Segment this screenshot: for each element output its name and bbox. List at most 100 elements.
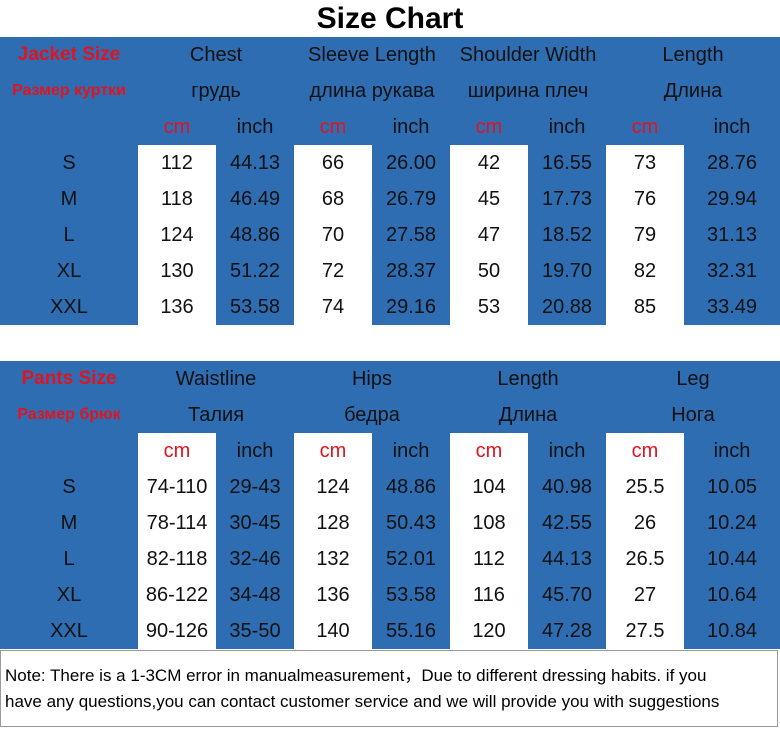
cell-value: 140 <box>316 619 350 642</box>
cm-column-bg <box>450 145 528 325</box>
cell-value: 108 <box>472 511 506 534</box>
cell-value: 10.44 <box>706 547 758 570</box>
cell-value: 74-110 <box>146 475 208 498</box>
cell-value: 68 <box>321 187 345 210</box>
group-header-ru: грудь <box>191 79 241 102</box>
cell-value: 10.05 <box>706 475 758 498</box>
unit-header: cm <box>319 115 347 138</box>
cell-value: 52.01 <box>385 547 437 570</box>
size-name: XL <box>56 259 82 282</box>
group-header: Leg <box>676 367 710 390</box>
cell-value: 124 <box>316 475 350 498</box>
cell-value: 18.52 <box>541 223 593 246</box>
group-header-ru: Талия <box>187 403 245 426</box>
cell-value: 78-114 <box>146 511 208 534</box>
group-header-ru: длина рукава <box>309 79 435 102</box>
cell-value: 26.5 <box>625 547 665 570</box>
cell-value: 44.13 <box>541 547 593 570</box>
size-name: XL <box>56 583 82 606</box>
cell-value: 72 <box>321 259 345 282</box>
cell-value: 10.24 <box>706 511 758 534</box>
cell-value: 74 <box>321 295 345 318</box>
cell-value: 27 <box>633 583 657 606</box>
group-header: Hips <box>351 367 392 390</box>
cell-value: 116 <box>473 583 505 606</box>
size-name: L <box>63 223 75 246</box>
unit-header: cm <box>475 439 503 462</box>
unit-header: inch <box>713 439 751 462</box>
note-line: Note: There is a 1-3CM error in manualme… <box>5 666 707 685</box>
unit-header: cm <box>319 439 347 462</box>
cell-value: 112 <box>161 151 193 174</box>
unit-header: cm <box>475 115 503 138</box>
cm-column-bg <box>138 145 216 325</box>
cell-value: 26.79 <box>385 187 437 210</box>
cell-value: 45.70 <box>541 583 593 606</box>
cm-column-bg <box>606 145 684 325</box>
unit-header: cm <box>163 115 191 138</box>
cell-value: 90-126 <box>145 619 209 642</box>
cell-value: 70 <box>321 223 345 246</box>
size-label-ru: Размер куртки <box>12 82 126 99</box>
cell-value: 27.5 <box>625 619 665 642</box>
size-name: M <box>60 511 78 534</box>
note: Note: There is a 1-3CM error in manualme… <box>0 650 778 727</box>
cell-value: 48.86 <box>229 223 281 246</box>
unit-header: inch <box>392 115 430 138</box>
group-header-ru: бедра <box>344 403 400 426</box>
cell-value: 53.58 <box>385 583 437 606</box>
group-header: Length <box>662 43 724 66</box>
cell-value: 53.58 <box>229 295 281 318</box>
cm-column-bg <box>294 433 372 649</box>
size-name: M <box>60 187 78 210</box>
cell-value: 73 <box>633 151 657 174</box>
cell-value: 29.16 <box>385 295 437 318</box>
cell-value: 55.16 <box>385 619 437 642</box>
group-header-ru: Длина <box>663 79 723 102</box>
cell-value: 120 <box>472 619 506 642</box>
size-name: XXL <box>50 619 88 642</box>
cell-value: 118 <box>161 187 193 210</box>
cell-value: 42 <box>477 151 501 174</box>
group-header-ru: ширина плеч <box>467 79 589 102</box>
cell-value: 76 <box>633 187 657 210</box>
cell-value: 32-46 <box>229 547 281 570</box>
group-header: Length <box>497 367 559 390</box>
cm-column-bg <box>138 433 216 649</box>
cell-value: 26.00 <box>385 151 437 174</box>
cell-value: 45 <box>477 187 501 210</box>
cell-value: 25.5 <box>625 475 665 498</box>
size-name: L <box>63 547 75 570</box>
group-header: Sleeve Length <box>308 43 436 66</box>
unit-header: cm <box>631 115 659 138</box>
unit-header: inch <box>392 439 430 462</box>
cell-value: 34-48 <box>229 583 281 606</box>
cell-value: 82 <box>633 259 657 282</box>
cell-value: 29.94 <box>706 187 758 210</box>
size-label: Pants Size <box>21 368 117 389</box>
cell-value: 10.64 <box>706 583 758 606</box>
cell-value: 53 <box>477 295 501 318</box>
cell-value: 19.70 <box>541 259 593 282</box>
cell-value: 20.88 <box>541 295 593 318</box>
cell-value: 10.84 <box>706 619 758 642</box>
size-label-ru: Размер брюк <box>17 406 121 423</box>
unit-header: cm <box>631 439 659 462</box>
group-header-ru: Длина <box>498 403 558 426</box>
unit-header: inch <box>713 115 751 138</box>
unit-header: inch <box>548 439 586 462</box>
title: Size Chart <box>316 2 464 35</box>
group-header-ru: Нога <box>671 403 715 426</box>
cell-value: 29-43 <box>229 475 281 498</box>
cell-value: 31.13 <box>706 223 758 246</box>
size-name: S <box>62 475 76 498</box>
cell-value: 82-118 <box>146 547 208 570</box>
cell-value: 79 <box>633 223 657 246</box>
cell-value: 136 <box>316 583 350 606</box>
cell-value: 16.55 <box>541 151 593 174</box>
cm-column-bg <box>606 433 684 649</box>
unit-header: cm <box>163 439 191 462</box>
cell-value: 85 <box>633 295 657 318</box>
cell-value: 33.49 <box>706 295 758 318</box>
cell-value: 47 <box>477 223 501 246</box>
